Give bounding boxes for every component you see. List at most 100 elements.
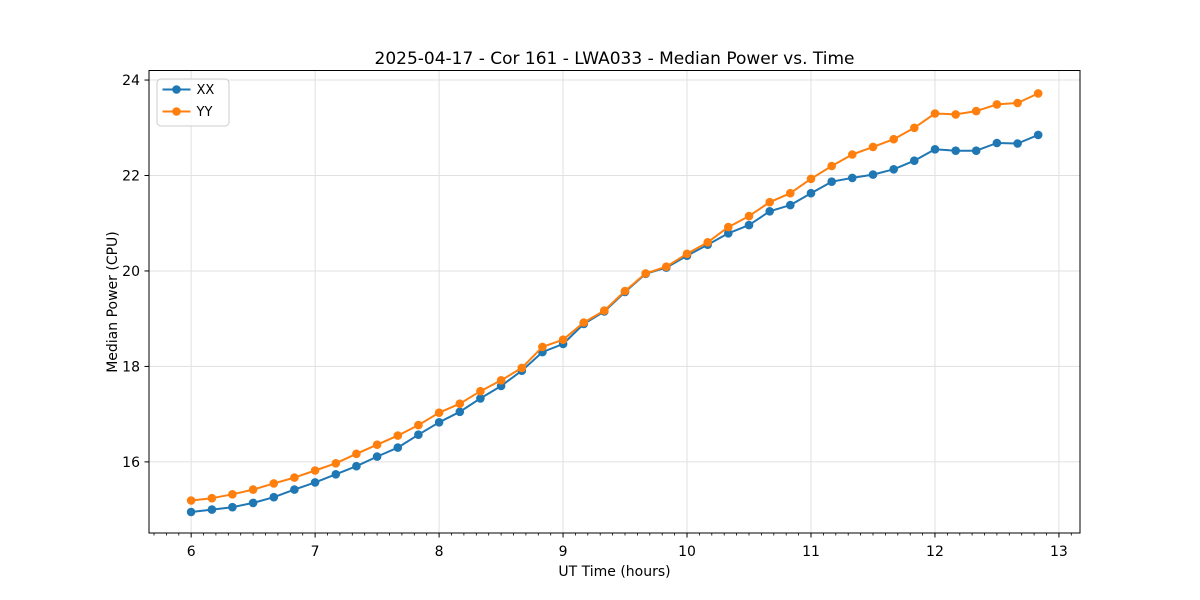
- series-xx-point: [393, 443, 403, 452]
- chart-title: 2025-04-17 - Cor 161 - LWA033 - Median P…: [375, 49, 855, 69]
- series-xx-point: [786, 200, 795, 210]
- plot-border: [148, 70, 1081, 534]
- series-yy-point: [248, 485, 258, 494]
- series-xx-point: [331, 470, 341, 479]
- series-xx-point: [910, 156, 919, 165]
- series-xx-point: [372, 452, 382, 461]
- legend-label-xx: XX: [197, 83, 215, 98]
- grid-layer: [149, 70, 1080, 533]
- x-tick-label: 12: [926, 544, 944, 560]
- series-yy-point: [910, 123, 919, 133]
- series-xx-point: [269, 492, 279, 502]
- series-yy-point: [951, 110, 960, 119]
- series-yy-point: [682, 249, 692, 259]
- series-xx-point: [476, 394, 485, 403]
- series-xx-point: [1033, 130, 1043, 140]
- series-xx-point: [827, 177, 836, 186]
- y-axis-label: Median Power (CPU): [105, 231, 121, 373]
- series-yy-point: [765, 197, 774, 207]
- series-xx-point: [207, 505, 217, 514]
- series-yy-point: [517, 363, 527, 373]
- series-xx-point: [228, 502, 237, 512]
- series-xx-point: [1013, 139, 1022, 148]
- series-yy-point: [848, 150, 857, 159]
- axes-layer: 6 7 8 9 10 11 12 13 16 18 20 22 24: [122, 70, 1081, 560]
- x-tick-label: 10: [678, 544, 696, 560]
- series-yy-point: [1033, 89, 1043, 98]
- series-xx-point: [455, 407, 465, 417]
- series-yy-point: [889, 134, 898, 144]
- series-xx-point: [868, 170, 878, 179]
- x-tick-label: 6: [187, 544, 196, 560]
- series-xx-point: [434, 418, 444, 427]
- x-tick-label: 8: [435, 544, 444, 560]
- series-xx-point: [992, 138, 1002, 148]
- y-tick-label: 18: [122, 359, 140, 375]
- series-yy-point: [228, 490, 237, 499]
- series-xx-point: [290, 485, 299, 494]
- series-xx-point: [806, 188, 816, 198]
- x-axis-label: UT Time (hours): [558, 564, 670, 580]
- series-yy-point: [744, 211, 754, 221]
- series-yy-point: [372, 440, 382, 450]
- series-yy-point: [662, 262, 671, 272]
- series-xx-line: [190, 133, 1040, 513]
- x-tick-label: 9: [559, 544, 568, 560]
- series-yy-point: [600, 306, 609, 315]
- series-yy-point: [207, 493, 217, 503]
- x-tick-label: 11: [802, 544, 820, 560]
- series-yy-point: [434, 408, 444, 418]
- series-yy-point: [724, 222, 733, 232]
- legend-box: [156, 78, 230, 127]
- series-xx-point: [765, 207, 774, 216]
- series-yy-point: [930, 109, 940, 118]
- series-yy-point: [1013, 98, 1022, 108]
- series-yy-point: [868, 142, 878, 152]
- series-yy-point: [476, 386, 485, 396]
- series-yy-point: [310, 466, 320, 475]
- series-yy-point: [414, 420, 423, 430]
- series-xx-point: [352, 461, 361, 471]
- series-layer: [186, 89, 1043, 517]
- legend: XX YY: [156, 78, 230, 127]
- series-yy-point: [579, 318, 589, 327]
- series-yy-point: [620, 286, 630, 296]
- x-tick-label: 13: [1050, 544, 1068, 560]
- series-yy-point: [786, 188, 795, 198]
- series-yy-point: [641, 269, 650, 278]
- series-yy-line: [190, 92, 1040, 502]
- series-yy-point: [269, 479, 279, 488]
- series-xx-point: [951, 146, 960, 155]
- series-xx-point: [248, 498, 258, 508]
- series-yy-point: [806, 174, 816, 184]
- series-yy-point: [827, 161, 836, 171]
- series-xx-point: [186, 507, 196, 517]
- legend-marker-yy: [172, 107, 181, 116]
- series-yy-point: [290, 473, 299, 482]
- series-yy-point: [992, 100, 1002, 109]
- legend-label-yy: YY: [196, 105, 213, 120]
- series-xx-point: [930, 145, 940, 154]
- series-yy-point: [331, 459, 341, 468]
- series-yy-point: [186, 496, 196, 505]
- series-xx-point: [414, 430, 423, 440]
- series-xx-point: [889, 165, 898, 174]
- series-yy-point: [496, 376, 506, 385]
- y-tick-label: 24: [122, 73, 140, 89]
- series-xx-point: [724, 229, 733, 238]
- series-xx-point: [744, 220, 754, 230]
- y-tick-label: 22: [122, 169, 140, 185]
- legend-marker-xx: [172, 85, 181, 94]
- y-tick-label: 20: [122, 264, 140, 280]
- y-tick-label: 16: [122, 455, 140, 471]
- x-tick-label: 7: [311, 544, 320, 560]
- series-yy-point: [703, 238, 712, 247]
- series-yy-point: [971, 106, 981, 116]
- series-yy-point: [455, 399, 465, 409]
- series-yy-point: [393, 431, 403, 440]
- series-xx-point: [971, 146, 981, 155]
- series-yy-point: [558, 335, 568, 345]
- series-yy-point: [352, 449, 361, 459]
